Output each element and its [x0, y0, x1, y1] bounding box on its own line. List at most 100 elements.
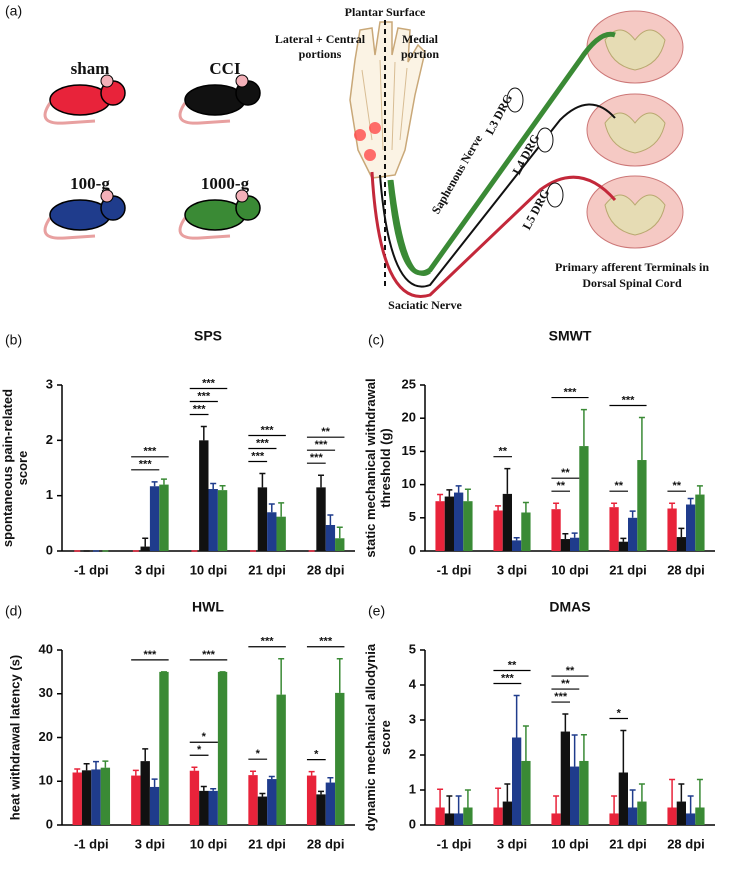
error-bar	[259, 472, 266, 488]
error-bar	[464, 488, 471, 502]
error-bar	[160, 478, 167, 485]
y-axis-label: static mechanical withdrawal	[363, 378, 378, 557]
label: L3 DRG	[482, 92, 515, 137]
y-tick-label: 30	[39, 685, 53, 700]
significance-label: ***	[202, 377, 216, 389]
label: portion	[401, 47, 439, 61]
y-tick-label: 10	[402, 476, 416, 491]
error-bar	[687, 497, 694, 505]
mouse-tail	[178, 217, 231, 240]
mouse-label: CCI	[209, 59, 241, 78]
x-tick-label: 28 dpi	[667, 562, 705, 577]
x-tick-label: -1 dpi	[74, 836, 109, 851]
error-bar	[191, 766, 198, 771]
x-tick-label: 28 dpi	[307, 836, 345, 851]
mouse-tail	[178, 102, 231, 125]
error-bar	[513, 694, 520, 738]
bar	[189, 770, 200, 825]
error-bar	[669, 502, 676, 509]
y-tick-label: 4	[409, 676, 417, 691]
significance-label: **	[321, 426, 330, 438]
error-bar	[142, 537, 149, 547]
label: Saciatic Nerve	[388, 298, 462, 312]
mouse-label: 100-g	[70, 174, 110, 193]
label: Primary afferent Terminals in	[555, 260, 709, 274]
x-tick-label: 21 dpi	[248, 562, 286, 577]
panel-label: (e)	[368, 603, 385, 619]
bar	[637, 460, 647, 551]
error-bar	[132, 769, 139, 776]
y-tick-label: 3	[409, 711, 416, 726]
bar	[560, 731, 570, 825]
error-bar	[210, 482, 217, 490]
error-bar	[446, 489, 453, 497]
error-bar	[620, 729, 627, 773]
error-bar	[278, 658, 285, 695]
significance-label: ***	[564, 386, 578, 398]
bar	[335, 692, 345, 825]
significance-label: ***	[554, 691, 568, 703]
bar	[502, 493, 512, 551]
significance-label: ***	[319, 636, 333, 648]
x-tick-label: 3 dpi	[135, 836, 165, 851]
error-bar	[629, 510, 636, 518]
y-tick-label: 0	[409, 542, 416, 557]
bar	[267, 512, 277, 551]
significance-label: **	[556, 480, 565, 492]
mouse-label: 1000-g	[201, 174, 250, 193]
bar	[454, 813, 464, 825]
significance-label: ***	[143, 446, 157, 458]
gray-matter	[604, 29, 666, 71]
bar	[609, 507, 619, 551]
bar	[335, 538, 345, 551]
bar	[493, 510, 503, 551]
bar	[579, 446, 589, 551]
error-bar	[504, 467, 511, 494]
significance-label: ***	[193, 403, 207, 415]
bar	[325, 782, 336, 825]
bar	[551, 813, 561, 825]
error-bar	[327, 514, 334, 525]
significance-label: **	[672, 480, 681, 492]
label: Lateral + Central	[275, 32, 366, 46]
error-bar	[513, 536, 520, 541]
x-tick-label: 28 dpi	[667, 836, 705, 851]
y-tick-label: 1	[46, 487, 53, 502]
mouse-tail	[43, 217, 96, 240]
x-tick-label: -1 dpi	[74, 562, 109, 577]
y-tick-label: 1	[409, 781, 416, 796]
sciatic-nerve	[370, 171, 617, 298]
bar	[131, 775, 141, 825]
bar	[217, 671, 228, 825]
x-tick-label: 10 dpi	[551, 836, 589, 851]
bar	[493, 807, 503, 825]
bar	[667, 508, 677, 551]
panel-label: (c)	[368, 332, 384, 348]
significance-label: **	[614, 480, 623, 492]
label: Dorsal Spinal Cord	[582, 276, 682, 290]
significance-label: **	[561, 678, 570, 690]
drg	[506, 87, 524, 113]
x-tick-label: 21 dpi	[609, 836, 647, 851]
bar	[463, 501, 473, 551]
error-bar	[200, 785, 207, 791]
foot-bones	[361, 59, 408, 151]
significance-label: ***	[261, 424, 275, 436]
error-bar	[102, 760, 109, 768]
error-bar	[678, 527, 685, 538]
error-bar	[580, 733, 587, 761]
y-tick-label: 5	[409, 641, 416, 656]
bar	[444, 813, 454, 825]
bar	[628, 517, 638, 551]
error-bar	[437, 493, 444, 502]
error-bar	[142, 748, 149, 762]
y-tick-label: 15	[402, 443, 416, 458]
x-tick-label: 28 dpi	[307, 562, 345, 577]
label: L5 DRG	[519, 187, 552, 232]
error-bar	[250, 770, 257, 776]
significance-label: ***	[261, 636, 275, 648]
error-bar	[495, 505, 502, 511]
bar	[208, 790, 218, 825]
chart-title: SPS	[194, 328, 222, 344]
